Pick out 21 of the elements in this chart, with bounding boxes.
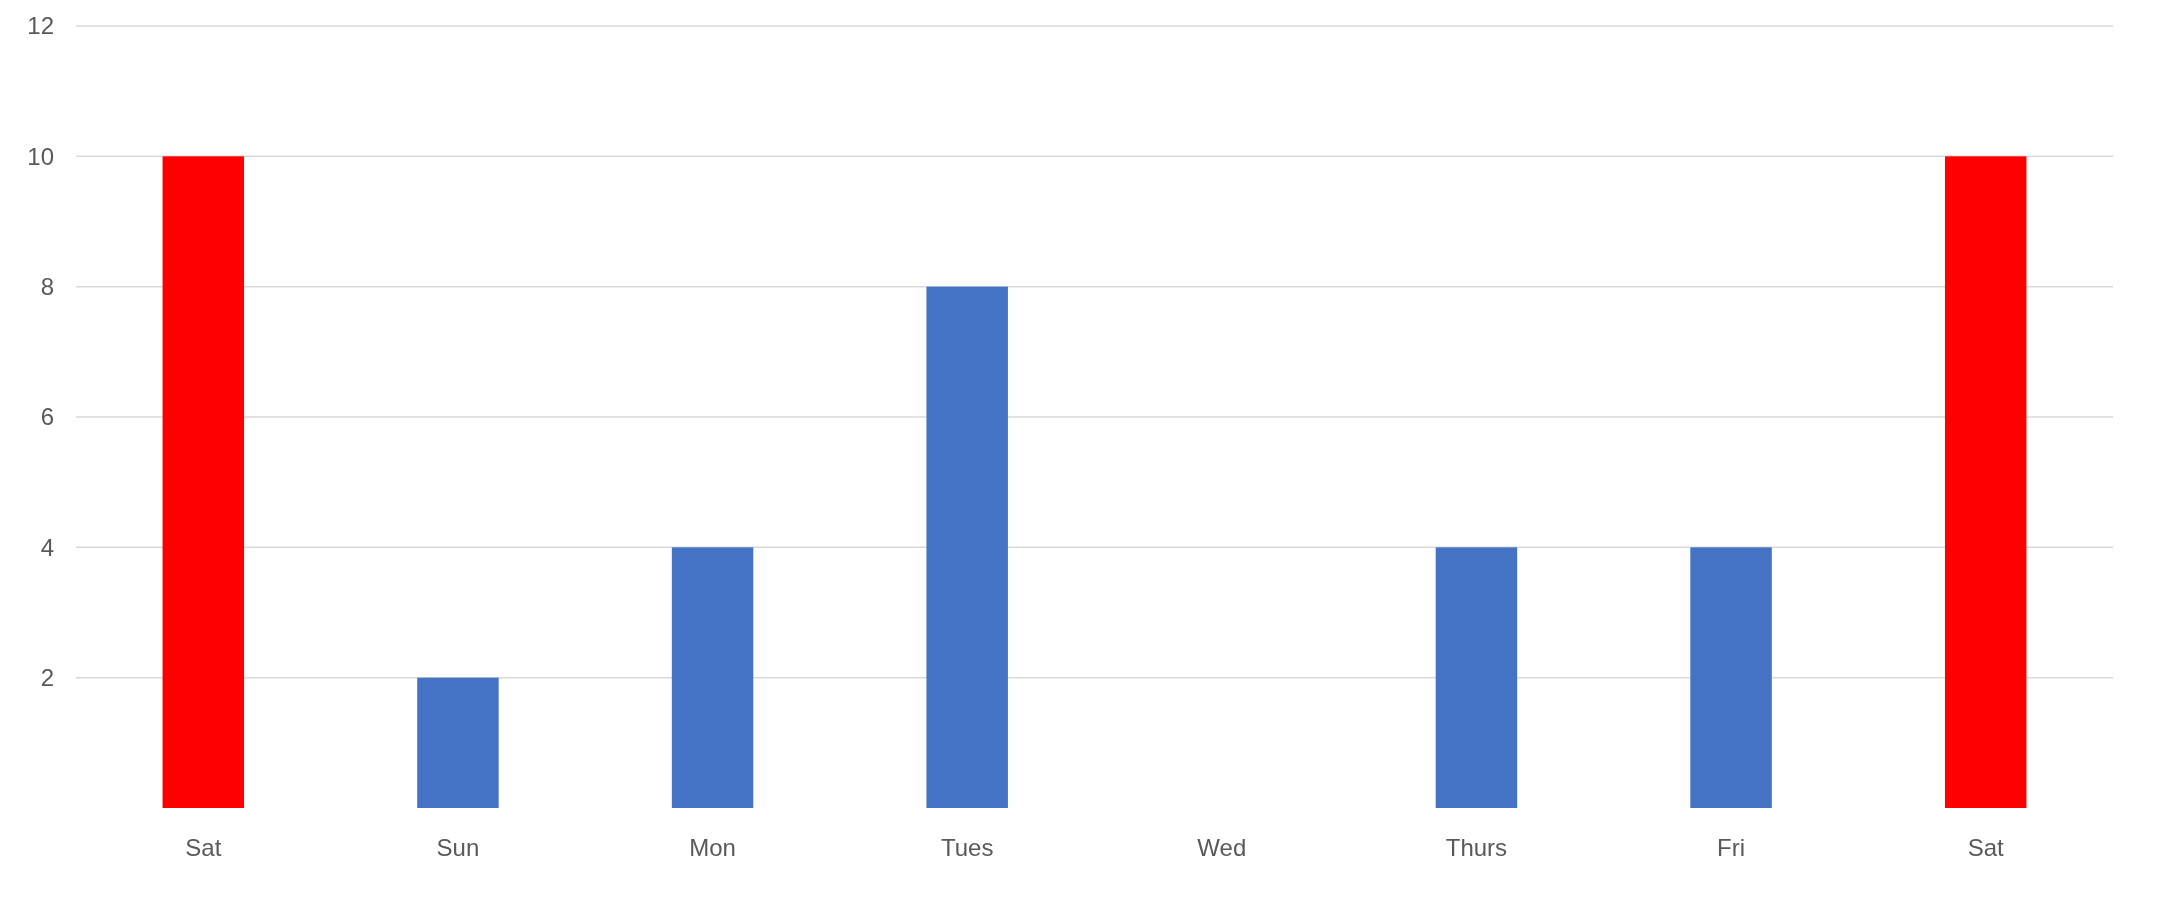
x-tick-label: Mon	[689, 834, 736, 861]
x-tick-label: Fri	[1717, 834, 1746, 861]
bar	[926, 286, 1008, 808]
y-tick-label: 8	[40, 273, 54, 301]
y-tick-label: 10	[27, 142, 54, 170]
y-tick-label: 12	[27, 12, 54, 40]
bar	[417, 677, 499, 808]
bar	[1435, 547, 1518, 808]
y-tick-label: 4	[40, 533, 54, 561]
bar	[162, 156, 245, 808]
x-tick-label: Sun	[436, 834, 480, 861]
y-tick-label: 2	[40, 664, 54, 692]
bar	[1690, 547, 1772, 808]
bar	[671, 547, 754, 808]
x-tick-label: Sat	[185, 834, 222, 861]
bar	[1944, 156, 2027, 808]
x-tick-label: Thurs	[1445, 834, 1508, 861]
x-tick-label: Wed	[1197, 834, 1247, 861]
x-tick-label: Sat	[1967, 834, 2005, 861]
x-tick-label: Tues	[940, 834, 994, 861]
y-tick-label: 6	[40, 403, 54, 431]
